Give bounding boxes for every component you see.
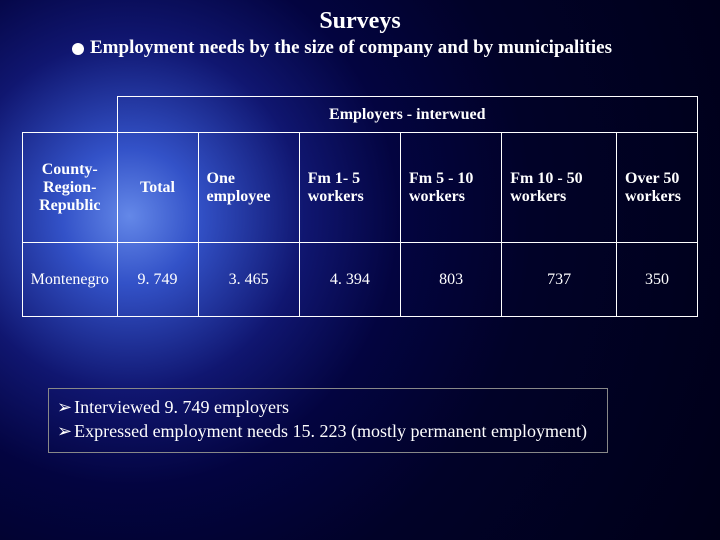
col-header: Fm 5 - 10 workers (401, 133, 502, 243)
bullet-line: ➢ Interviewed 9. 749 employers (57, 395, 599, 419)
table-header-row-1: Employers - interwued (23, 97, 698, 133)
subtitle-row: Employment needs by the size of company … (0, 37, 720, 59)
arrow-icon: ➢ (57, 419, 72, 443)
table-cell: 737 (502, 243, 617, 317)
table-row: Montenegro 9. 749 3. 465 4. 394 803 737 … (23, 243, 698, 317)
table-cell: 4. 394 (299, 243, 400, 317)
bullet-line: ➢ Expressed employment needs 15. 223 (mo… (57, 419, 599, 443)
table-corner-cell (23, 97, 118, 133)
subtitle-text: Employment needs by the size of company … (90, 37, 612, 59)
table-cell: 9. 749 (117, 243, 198, 317)
col-header: Over 50 workers (617, 133, 698, 243)
col-header: Total (117, 133, 198, 243)
col-header: Fm 10 - 50 workers (502, 133, 617, 243)
table-header-row-2: County-Region-Republic Total One employe… (23, 133, 698, 243)
data-table-wrap: Employers - interwued County-Region-Repu… (22, 96, 698, 317)
bullet-icon (72, 43, 84, 55)
bullet-text: Expressed employment needs 15. 223 (most… (74, 419, 587, 443)
col-header: Fm 1- 5 workers (299, 133, 400, 243)
bullet-box: ➢ Interviewed 9. 749 employers ➢ Express… (48, 388, 608, 453)
slide: Surveys Employment needs by the size of … (0, 0, 720, 540)
row-label: Montenegro (23, 243, 118, 317)
table-super-header: Employers - interwued (117, 97, 698, 133)
data-table: Employers - interwued County-Region-Repu… (22, 96, 698, 317)
col-header: One employee (198, 133, 299, 243)
table-cell: 803 (401, 243, 502, 317)
table-cell: 350 (617, 243, 698, 317)
bullet-text: Interviewed 9. 749 employers (74, 395, 289, 419)
row-label-header: County-Region-Republic (23, 133, 118, 243)
arrow-icon: ➢ (57, 395, 72, 419)
page-title: Surveys (0, 0, 720, 35)
table-cell: 3. 465 (198, 243, 299, 317)
